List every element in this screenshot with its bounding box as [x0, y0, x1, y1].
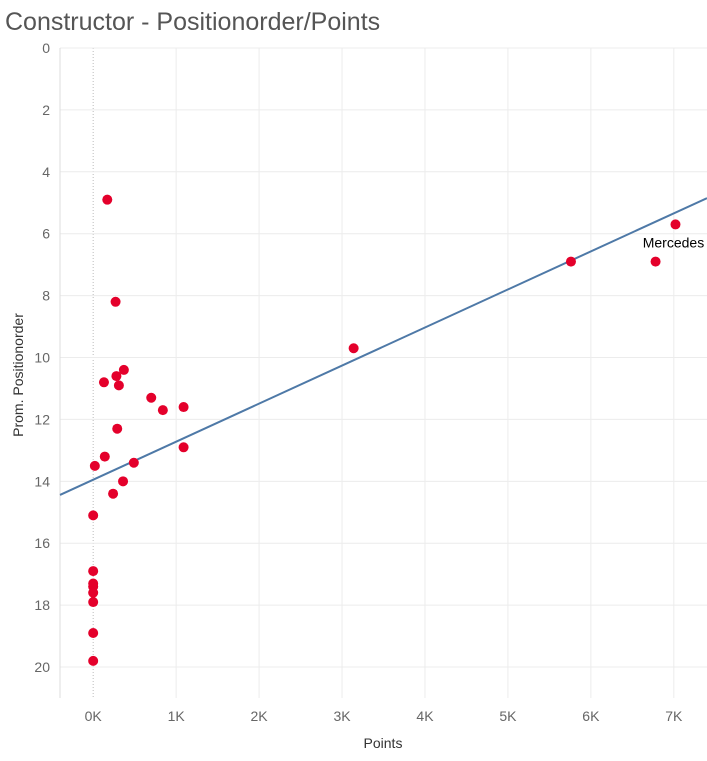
- x-tick-label: 5K: [499, 708, 517, 724]
- y-tick-label: 8: [42, 288, 50, 304]
- y-tick-label: 20: [34, 659, 50, 675]
- y-tick-label: 16: [34, 535, 50, 551]
- points-group: [88, 194, 681, 666]
- y-axis-title: Prom. Positionorder: [10, 313, 26, 437]
- annotations: Mercedes: [643, 234, 704, 250]
- x-axis-title: Points: [364, 735, 403, 751]
- data-point[interactable]: [89, 460, 100, 471]
- x-tick-label: 7K: [665, 708, 683, 724]
- data-point[interactable]: [110, 296, 121, 307]
- x-tick-label: 3K: [333, 708, 351, 724]
- chart-title: Constructor - Positionorder/Points: [5, 8, 381, 36]
- data-point[interactable]: [113, 380, 124, 391]
- data-point[interactable]: [88, 587, 99, 598]
- data-point[interactable]: [146, 392, 157, 403]
- y-axis-ticks: 0 2 4 6 8 10 12 14 16 18 20: [34, 40, 50, 675]
- data-point[interactable]: [650, 256, 661, 267]
- data-point[interactable]: [111, 371, 122, 382]
- data-point[interactable]: [88, 510, 99, 521]
- data-point[interactable]: [98, 377, 109, 388]
- data-point[interactable]: [348, 343, 359, 354]
- data-point[interactable]: [118, 476, 129, 487]
- y-tick-label: 12: [34, 411, 50, 427]
- data-point[interactable]: [670, 219, 681, 230]
- data-point[interactable]: [108, 488, 119, 499]
- x-tick-label: 1K: [168, 708, 186, 724]
- y-tick-label: 2: [42, 102, 50, 118]
- y-tick-label: 14: [34, 473, 50, 489]
- x-axis-ticks: 0K 1K 2K 3K 4K 5K 6K 7K: [85, 708, 683, 724]
- trend-line-group: [59, 197, 707, 496]
- y-tick-label: 18: [34, 597, 50, 613]
- y-tick-label: 4: [42, 164, 50, 180]
- data-point[interactable]: [88, 655, 99, 666]
- data-point[interactable]: [88, 597, 99, 608]
- y-tick-label: 0: [42, 40, 50, 56]
- data-point[interactable]: [178, 442, 189, 453]
- data-point[interactable]: [88, 628, 99, 638]
- x-tick-label: 4K: [416, 708, 434, 724]
- data-point[interactable]: [128, 457, 139, 468]
- data-point[interactable]: [102, 194, 113, 205]
- data-point[interactable]: [157, 405, 168, 416]
- data-point[interactable]: [88, 566, 99, 577]
- point-annotation: Mercedes: [643, 234, 704, 250]
- data-point[interactable]: [565, 256, 576, 267]
- data-point[interactable]: [118, 364, 129, 375]
- data-point[interactable]: [112, 423, 123, 434]
- trend-line: [59, 197, 707, 496]
- y-tick-label: 6: [42, 226, 50, 242]
- data-point[interactable]: [99, 451, 110, 462]
- grid: [59, 47, 707, 698]
- data-point[interactable]: [178, 402, 189, 413]
- x-tick-label: 2K: [251, 708, 269, 724]
- y-tick-label: 10: [34, 350, 50, 366]
- x-tick-label: 6K: [582, 708, 600, 724]
- x-tick-label: 0K: [85, 708, 103, 724]
